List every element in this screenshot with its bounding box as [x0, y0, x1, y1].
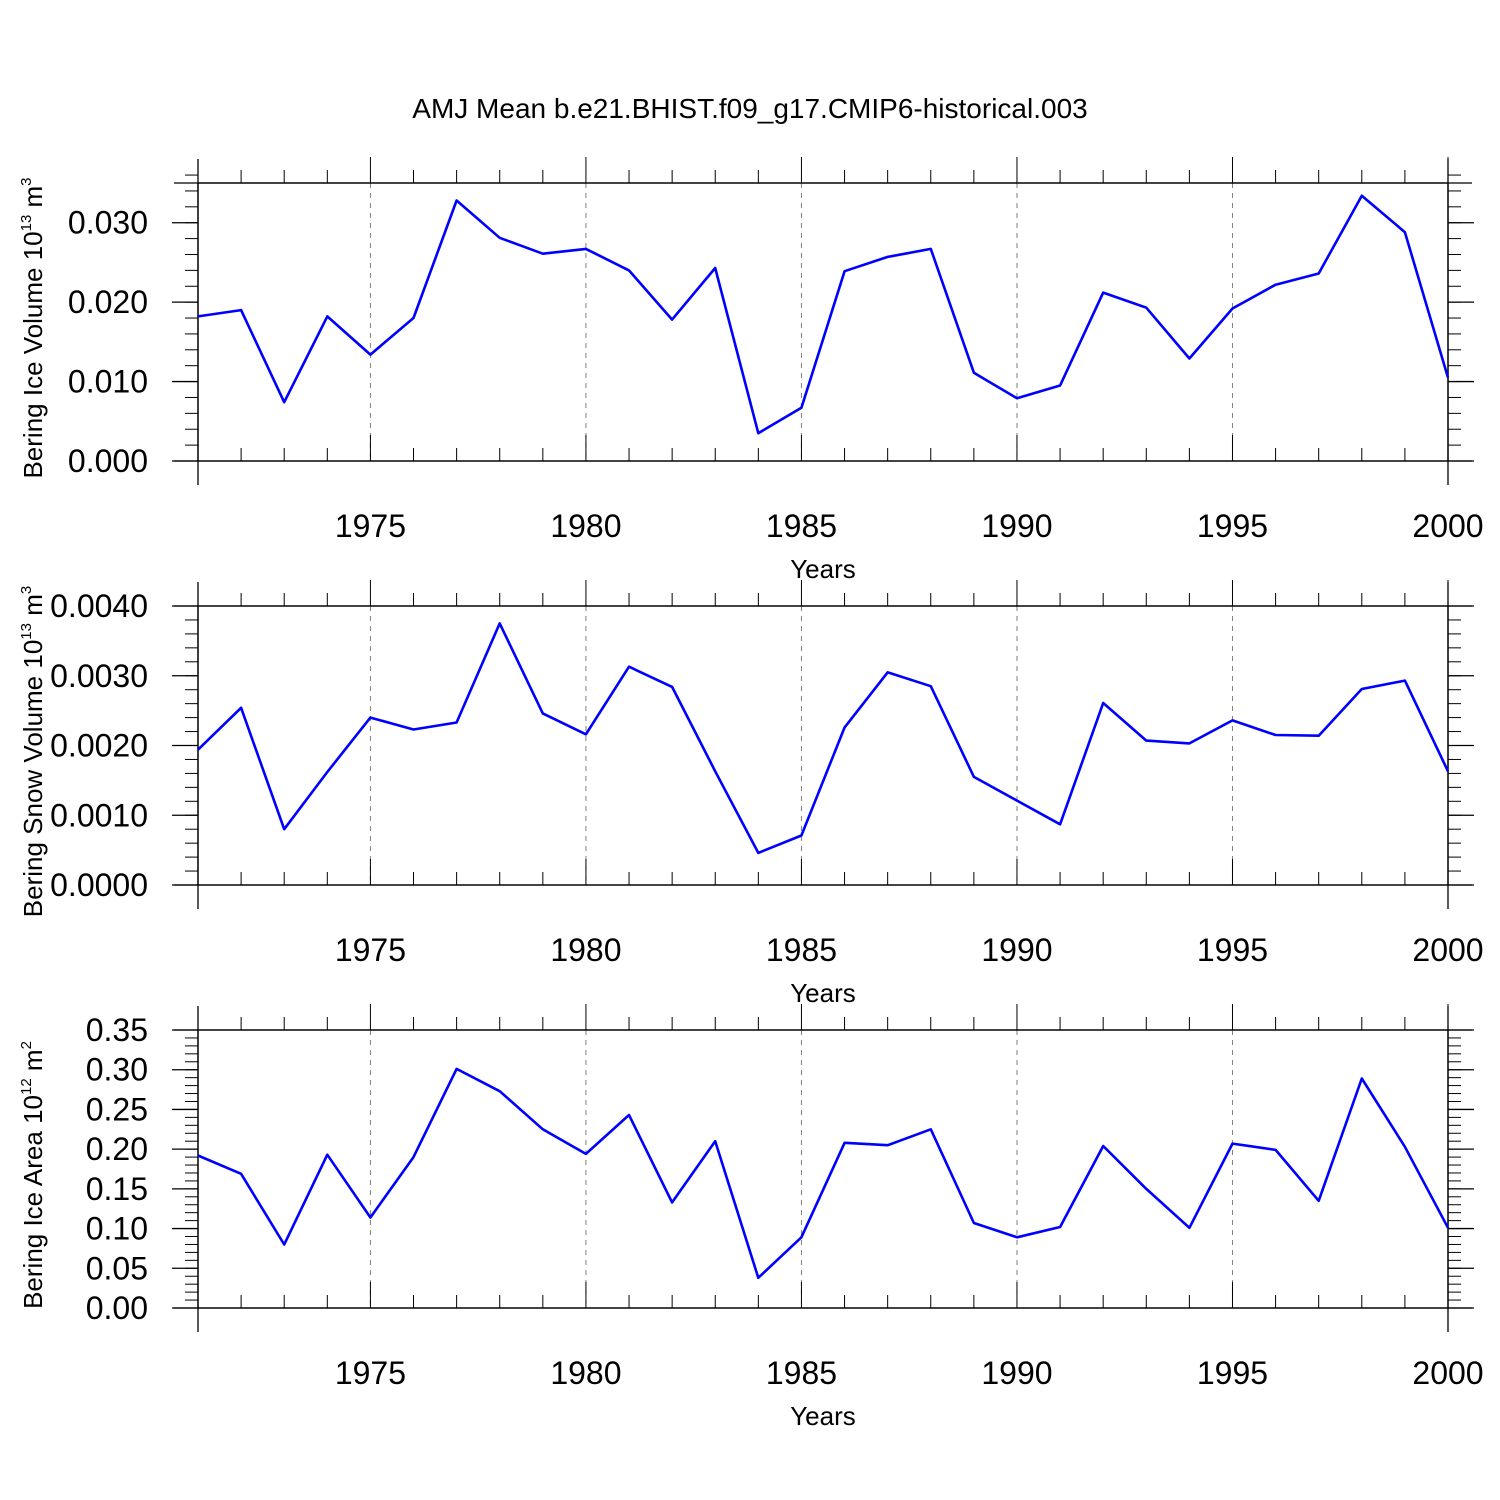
chart-panel-3: 0.00 0.050.10 0.15 0.20 0.250.30 0.35 1975 1980…: [18, 1004, 1484, 1431]
x-tick-label: 1985: [766, 932, 837, 968]
y-tick-label: 0.30: [86, 1052, 148, 1088]
y-tick-label: 0.0000: [50, 867, 148, 903]
y-tick-label: 0.030: [68, 205, 148, 241]
x-tick-label: 1990: [981, 932, 1052, 968]
series-line: [197, 622, 1450, 855]
x-tick-label: 1995: [1197, 508, 1268, 544]
y-axis-label: Bering Ice Volume 1013 m3: [18, 177, 48, 478]
series-line: [197, 1067, 1450, 1280]
y-tick-label: 0.10: [86, 1211, 148, 1247]
y-tick-label: 0.20: [86, 1131, 148, 1167]
x-tick-label: 2000: [1412, 1355, 1483, 1391]
y-tick-label: 0.0040: [50, 588, 148, 624]
x-tick-label: 1985: [766, 1355, 837, 1391]
y-tick-label: 0.0020: [50, 728, 148, 764]
x-tick-label: 2000: [1412, 508, 1483, 544]
y-tick-label: 0.35: [86, 1012, 148, 1048]
y-tick-label: 0.0010: [50, 797, 148, 833]
x-tick-label: 1985: [766, 508, 837, 544]
y-axis-label: Bering Snow Volume 1013 m3: [18, 586, 48, 917]
plot-frame: [197, 182, 1449, 462]
y-tick-label: 0.05: [86, 1250, 148, 1286]
y-tick-label: 0.00: [86, 1290, 148, 1326]
x-tick-label: 2000: [1412, 932, 1483, 968]
chart-title: AMJ Mean b.e21.BHIST.f09_g17.CMIP6-histo…: [412, 93, 1087, 124]
y-tick-label: 0.000: [68, 443, 148, 479]
chart-panel-1: 0.000 0.010 0.020 0.030 1975 1980 1985 1990 1995…: [18, 157, 1484, 584]
y-tick-label: 0.25: [86, 1091, 148, 1127]
x-tick-label: 1995: [1197, 1355, 1268, 1391]
x-axis-label: Years: [790, 978, 856, 1008]
y-tick-label: 0.0030: [50, 658, 148, 694]
x-tick-label: 1975: [335, 932, 406, 968]
x-tick-label: 1995: [1197, 932, 1268, 968]
series-line: [197, 194, 1450, 435]
plot-frame: [197, 1029, 1449, 1309]
x-axis-label: Years: [790, 554, 856, 584]
y-tick-label: 0.020: [68, 284, 148, 320]
x-tick-label: 1980: [550, 1355, 621, 1391]
x-tick-label: 1980: [550, 508, 621, 544]
x-axis-label: Years: [790, 1401, 856, 1431]
plot-frame: [197, 605, 1449, 886]
chart-panel-2: 0.0000 0.0010 0.0020 0.0030 0.0040 1975 1980 19…: [18, 580, 1484, 1008]
y-axis-label: Bering Ice Area 1012 m2: [18, 1041, 48, 1309]
y-tick-label: 0.010: [68, 364, 148, 400]
x-tick-label: 1990: [981, 508, 1052, 544]
x-tick-label: 1975: [335, 508, 406, 544]
x-tick-label: 1975: [335, 1355, 406, 1391]
x-tick-label: 1990: [981, 1355, 1052, 1391]
y-tick-label: 0.15: [86, 1171, 148, 1207]
x-tick-label: 1980: [550, 932, 621, 968]
